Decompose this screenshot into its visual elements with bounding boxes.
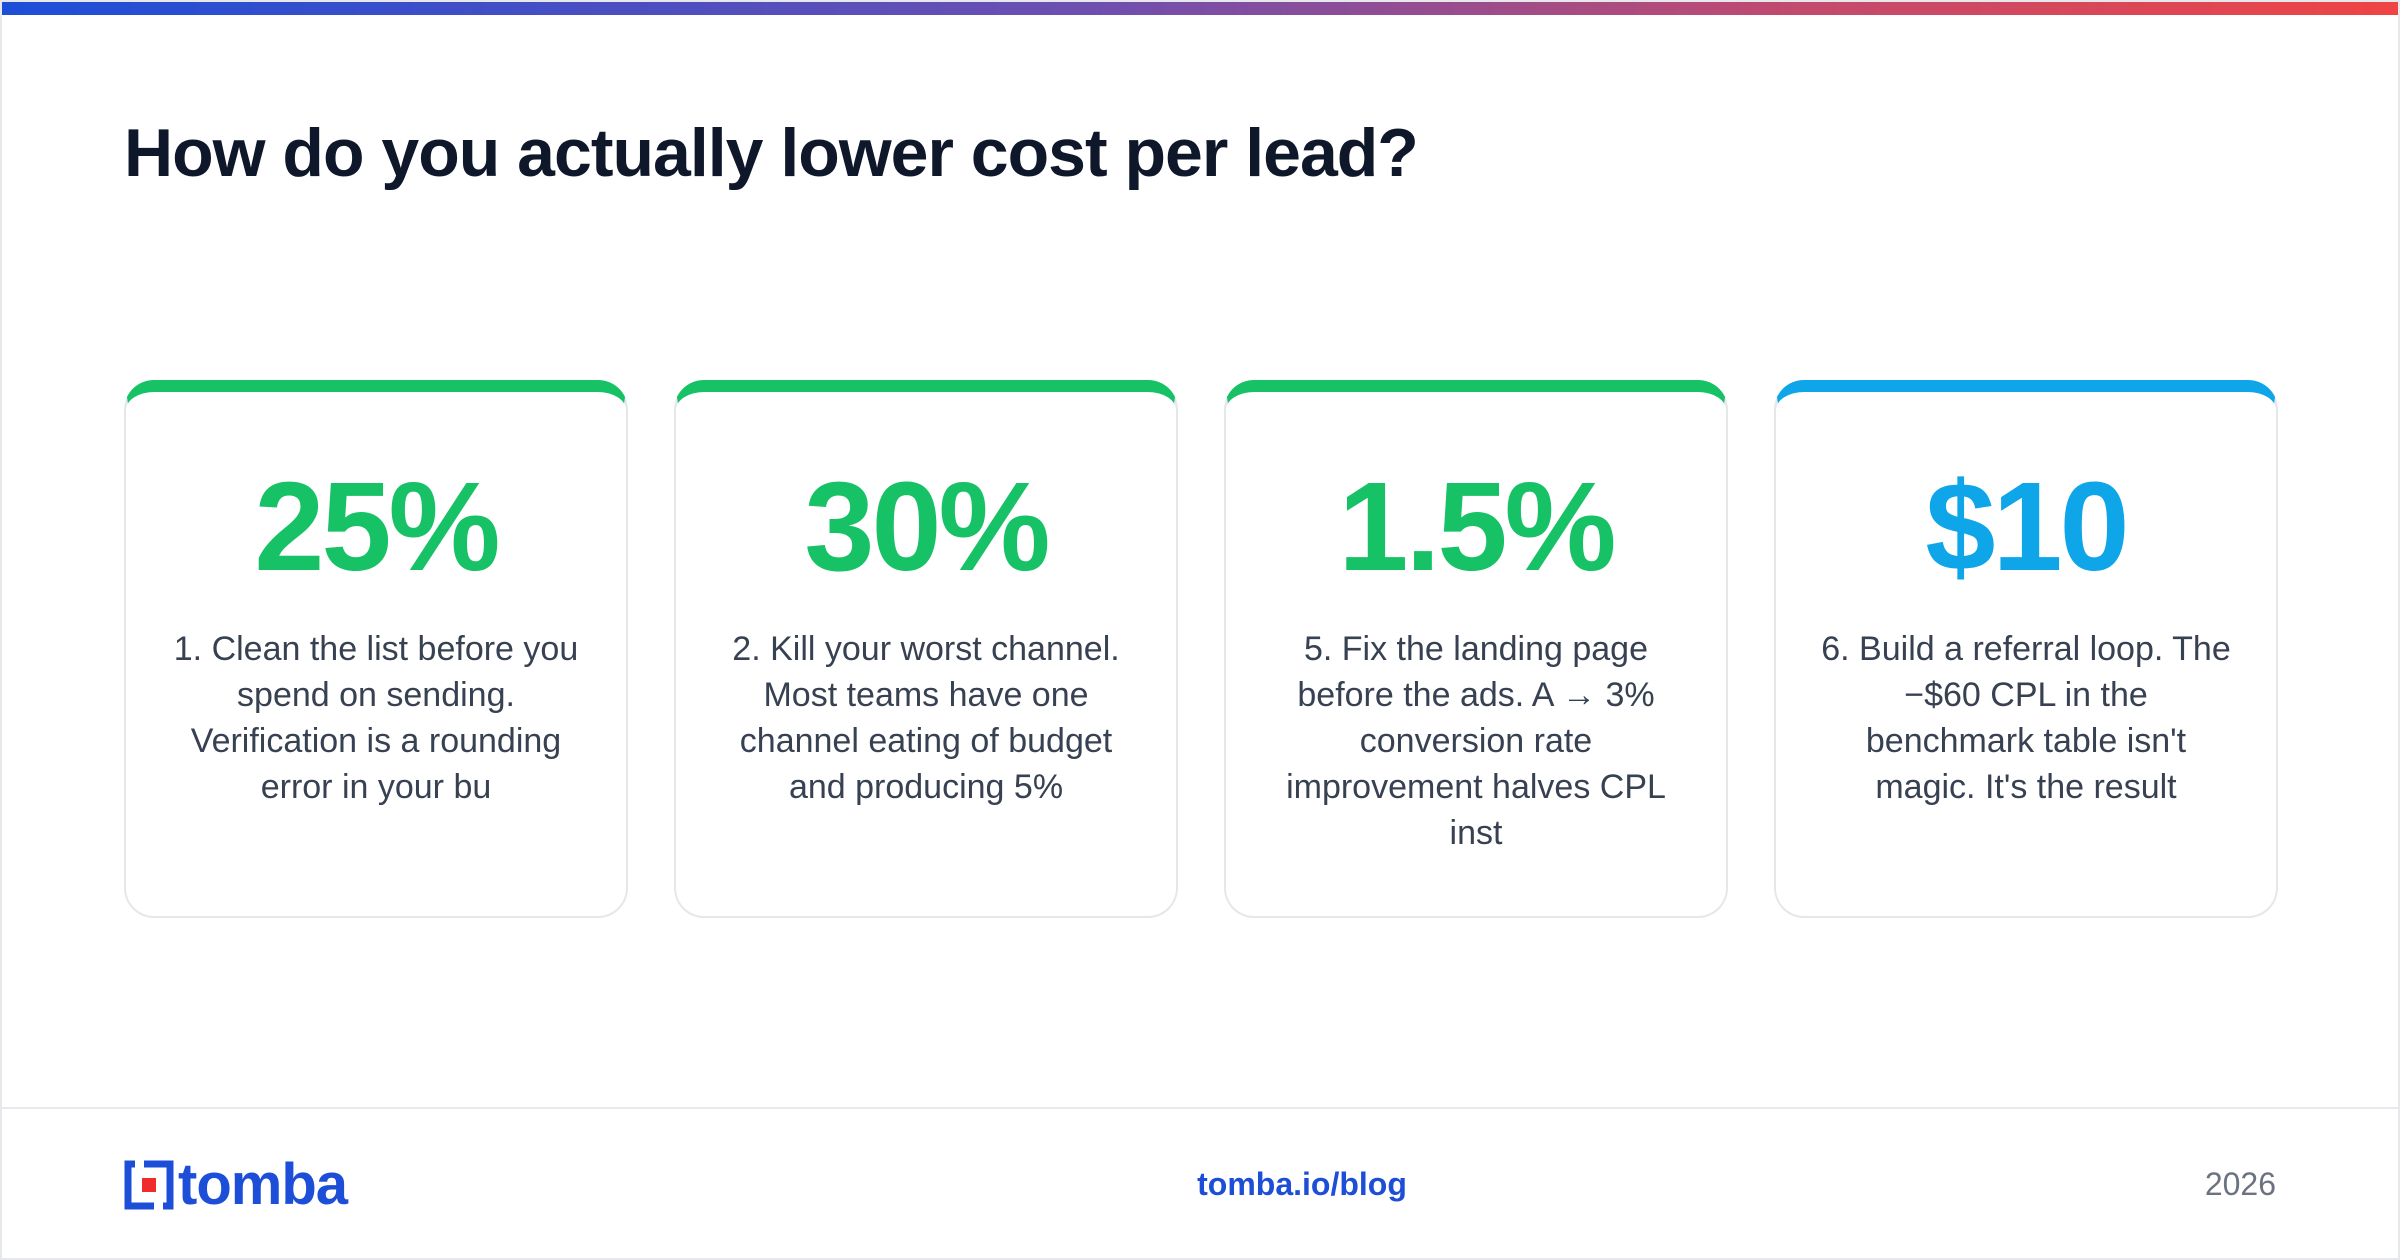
blog-link[interactable]: tomba.io/blog — [1197, 1166, 1407, 1202]
logo-wordmark: tomba — [178, 1152, 348, 1217]
stat-value: 1.5% — [1338, 456, 1616, 597]
stat-description: 2. Kill your worst channel. Most teams h… — [732, 630, 1120, 806]
stat-description: 6. Build a referral loop. The −$60 CPL i… — [1821, 630, 2231, 806]
stat-value: 25% — [254, 456, 500, 597]
footer-year: 2026 — [2204, 1166, 2276, 1202]
stat-card-4: $10 6. Build a referral loop. The −$60 C… — [1774, 380, 2278, 918]
tomba-logo-icon — [124, 1160, 174, 1210]
stat-description: 1. Clean the list before you spend on se… — [173, 630, 579, 806]
stat-value: $10 — [1925, 456, 2129, 597]
footer-divider — [2, 1107, 2398, 1109]
stat-value: 30% — [804, 456, 1050, 597]
tomba-logo: tomba — [124, 1156, 348, 1214]
stat-card-2: 30% 2. Kill your worst channel. Most tea… — [674, 380, 1178, 918]
top-gradient-bar — [2, 2, 2398, 15]
page-title: How do you actually lower cost per lead? — [124, 115, 1419, 191]
stat-card-1: 25% 1. Clean the list before you spend o… — [124, 380, 628, 918]
stat-card-3: 1.5% 5. Fix the landing page before the … — [1224, 380, 1728, 918]
stat-description: 5. Fix the landing page before the ads. … — [1286, 630, 1666, 852]
